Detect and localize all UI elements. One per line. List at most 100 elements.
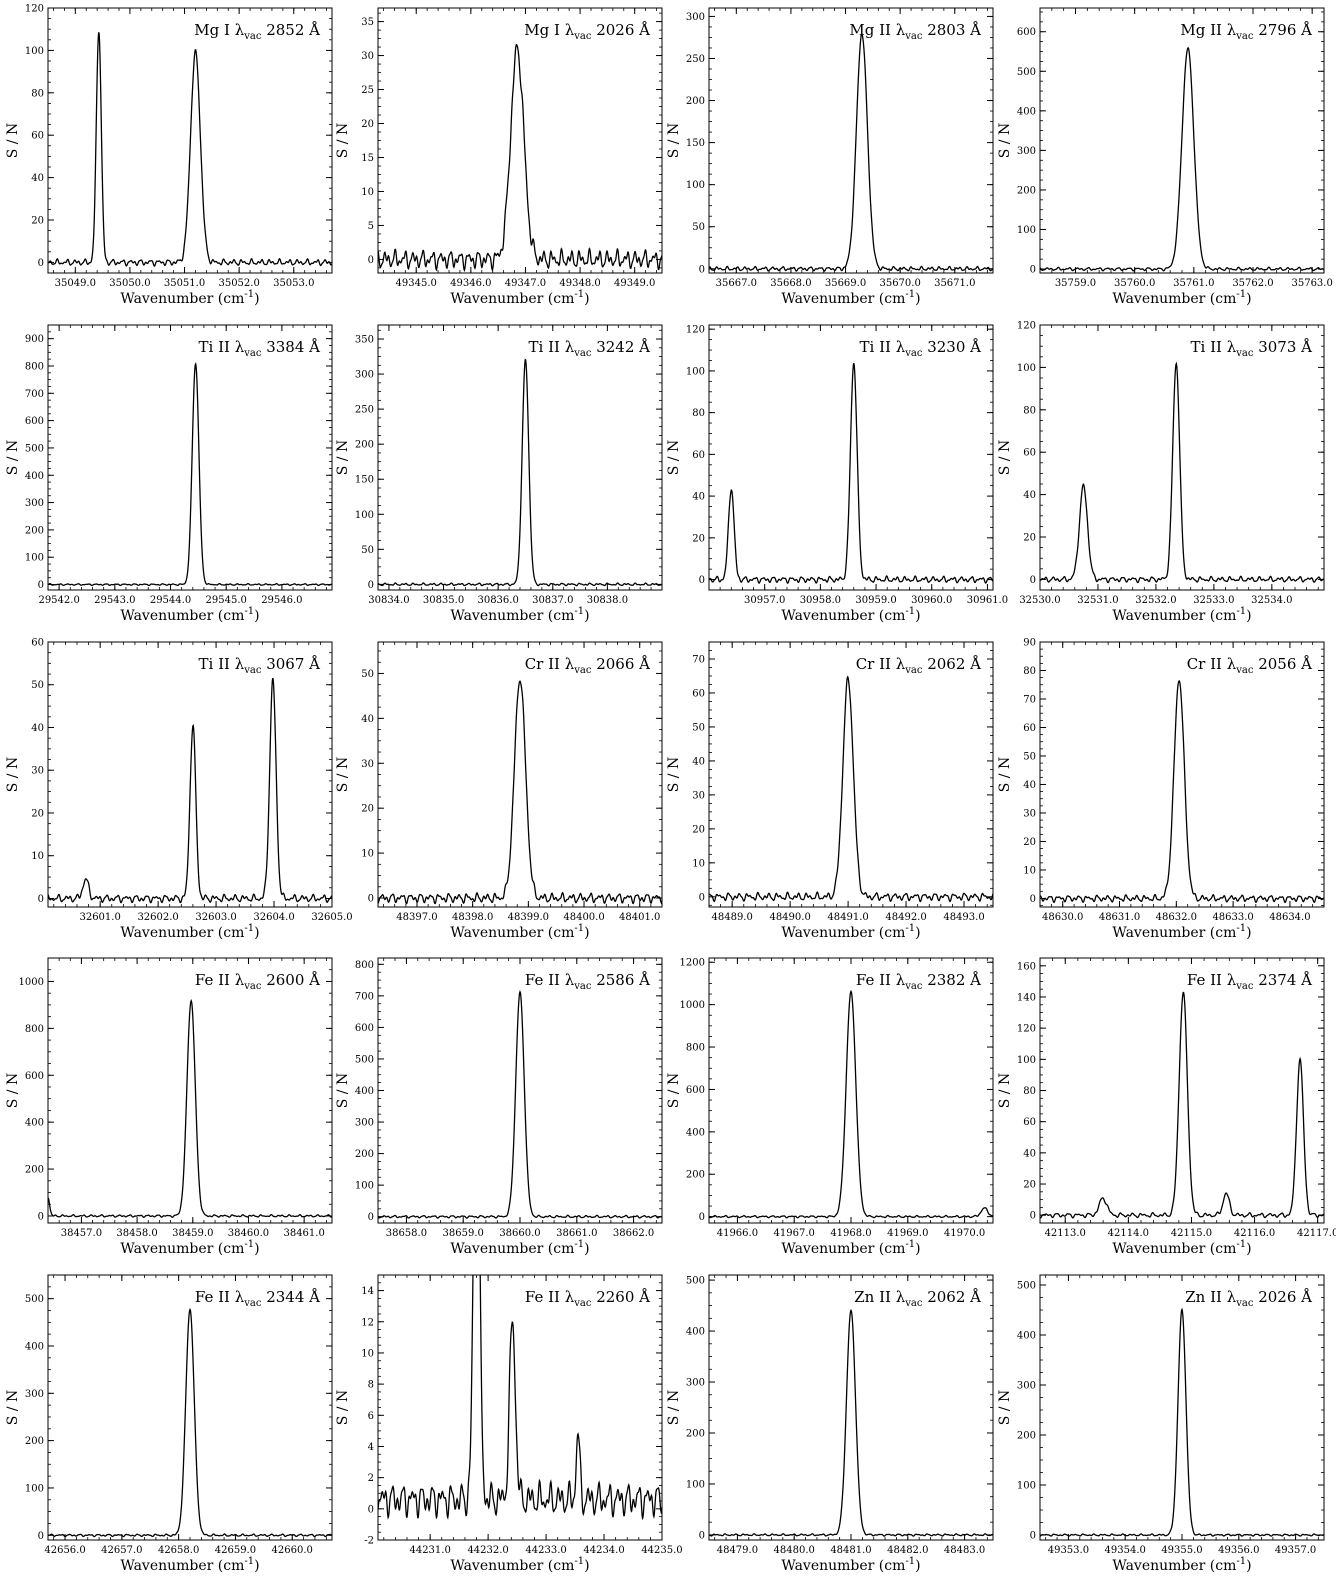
x-tick-label: 30958.0 (800, 595, 841, 606)
y-tick-label: 40 (1023, 490, 1036, 501)
x-tick-label: 49357.0 (1275, 1545, 1316, 1556)
x-tick-label: 42113.0 (1045, 1228, 1086, 1239)
y-tick-label: 0 (368, 1504, 374, 1515)
x-tick-label: 38661.0 (556, 1228, 597, 1239)
x-tick-label: 48631.0 (1099, 912, 1140, 923)
y-tick-label: 10 (692, 858, 705, 869)
y-axis-label: S / N (335, 440, 351, 475)
x-tick-label: 48400.0 (563, 912, 604, 923)
y-tick-label: 120 (1017, 1024, 1036, 1035)
y-tick-label: 0 (38, 1531, 44, 1542)
x-tick-label: 35052.0 (218, 278, 259, 289)
y-tick-label: 0 (368, 894, 374, 905)
x-axis-label: Wavenumber (cm-1) (450, 923, 589, 941)
x-tick-label: 42116.0 (1234, 1228, 1275, 1239)
y-tick-label: 30 (31, 766, 44, 777)
y-tick-label: 0 (1030, 1211, 1036, 1222)
plot-frame (708, 324, 994, 591)
y-tick-label: 20 (1023, 1180, 1036, 1191)
y-tick-label: 40 (692, 756, 705, 767)
y-tick-label: 50 (31, 680, 44, 691)
x-tick-label: 32604.0 (253, 912, 294, 923)
y-tick-label: 700 (355, 991, 374, 1002)
y-tick-label: 60 (31, 638, 44, 649)
y-axis-label: S / N (666, 123, 682, 158)
spectrum-line (1040, 46, 1324, 272)
spectrum-panel: 42113.0 42114.0 42115.0 42116.0 42117.0 0 20 40… (997, 957, 1336, 1257)
y-tick-label: 200 (25, 1436, 44, 1447)
y-tick-label: 50 (692, 222, 705, 233)
x-tick-label: 48483.0 (944, 1545, 985, 1556)
x-tick-label: 30838.0 (587, 595, 628, 606)
x-tick-label: 48480.0 (774, 1545, 815, 1556)
y-tick-label: 10 (361, 849, 374, 860)
y-tick-label: 60 (1023, 723, 1036, 734)
x-tick-label: 29542.0 (38, 595, 79, 606)
x-tick-label: 49349.0 (614, 278, 655, 289)
x-axis-label: Wavenumber (cm-1) (781, 923, 920, 941)
spectrum-line (1040, 361, 1324, 584)
y-tick-label: 15 (361, 153, 374, 164)
spectrum-line (378, 358, 662, 587)
panel-title: Mg I λvac 2852 Å (194, 21, 320, 42)
y-tick-label: 0 (38, 1211, 44, 1222)
x-tick-label: 49356.0 (1218, 1545, 1259, 1556)
x-tick-label: 38461.0 (283, 1228, 324, 1239)
y-tick-label: 600 (1017, 27, 1036, 38)
y-tick-label: 300 (686, 12, 705, 23)
y-tick-label: 2 (368, 1473, 374, 1484)
x-tick-label: 48493.0 (943, 912, 984, 923)
y-tick-label: 1200 (680, 958, 705, 969)
y-tick-label: 120 (25, 4, 44, 15)
y-tick-label: 800 (686, 1043, 705, 1054)
spectrum-panel: 48630.0 48631.0 48632.0 48633.0 48634.0 0 10 20… (997, 638, 1325, 941)
y-tick-label: 900 (25, 334, 44, 345)
plot-frame (708, 7, 994, 274)
spectrum-line (709, 363, 993, 585)
plot-frame (708, 1274, 994, 1541)
spectrum-panel: 29542.0 29543.0 29544.0 29545.0 29546.0 0 100 2… (5, 324, 333, 624)
y-tick-label: 0 (38, 580, 44, 591)
y-tick-label: 40 (692, 492, 705, 503)
y-tick-label: 120 (1017, 321, 1036, 332)
y-tick-label: 10 (361, 1348, 374, 1359)
y-tick-label: 60 (31, 131, 44, 142)
x-tick-label: 32602.0 (137, 912, 178, 923)
panel-title: Fe II λvac 2600 Å (195, 971, 320, 992)
y-tick-label: 100 (686, 366, 705, 377)
x-tick-label: 35669.0 (825, 278, 866, 289)
y-tick-label: 40 (1023, 780, 1036, 791)
y-tick-label: 0 (699, 1212, 705, 1223)
x-tick-label: 32531.0 (1077, 595, 1118, 606)
y-tick-label: 50 (1023, 751, 1036, 762)
y-tick-label: 140 (1017, 992, 1036, 1003)
x-tick-label: 48634.0 (1269, 912, 1310, 923)
spectrum-panel: 32601.0 32602.0 32603.0 32604.0 32605.0 0 10 20… (5, 638, 353, 942)
y-tick-label: 100 (25, 553, 44, 564)
x-tick-label: 35053.0 (273, 278, 314, 289)
y-tick-label: 300 (25, 1389, 44, 1400)
y-tick-label: 400 (355, 1086, 374, 1097)
y-tick-label: 12 (361, 1317, 374, 1328)
plot-frame (47, 7, 333, 274)
x-tick-label: 30836.0 (477, 595, 518, 606)
y-axis-label: S / N (666, 440, 682, 475)
y-axis-label: S / N (335, 1390, 351, 1425)
x-tick-label: 30961.0 (967, 595, 1008, 606)
y-tick-label: 6 (368, 1411, 374, 1422)
y-tick-label: 100 (1017, 1055, 1036, 1066)
x-tick-label: 48481.0 (830, 1545, 871, 1556)
x-tick-label: 49346.0 (450, 278, 491, 289)
plot-frame (377, 324, 663, 591)
x-axis-label: Wavenumber (cm-1) (781, 606, 920, 624)
y-tick-label: 20 (692, 824, 705, 835)
y-tick-label: 300 (1017, 1381, 1036, 1392)
panel-title: Cr II λvac 2066 Å (525, 655, 650, 676)
y-tick-label: 160 (1017, 961, 1036, 972)
y-tick-label: 0 (1030, 894, 1036, 905)
spectrum-panel: 38457.0 38458.0 38459.0 38460.0 38461.0 0 200 4… (5, 957, 333, 1257)
x-axis-label: Wavenumber (cm-1) (781, 1556, 920, 1574)
y-tick-label: 200 (1017, 185, 1036, 196)
y-tick-label: 300 (686, 1378, 705, 1389)
y-tick-label: 5 (368, 221, 374, 232)
